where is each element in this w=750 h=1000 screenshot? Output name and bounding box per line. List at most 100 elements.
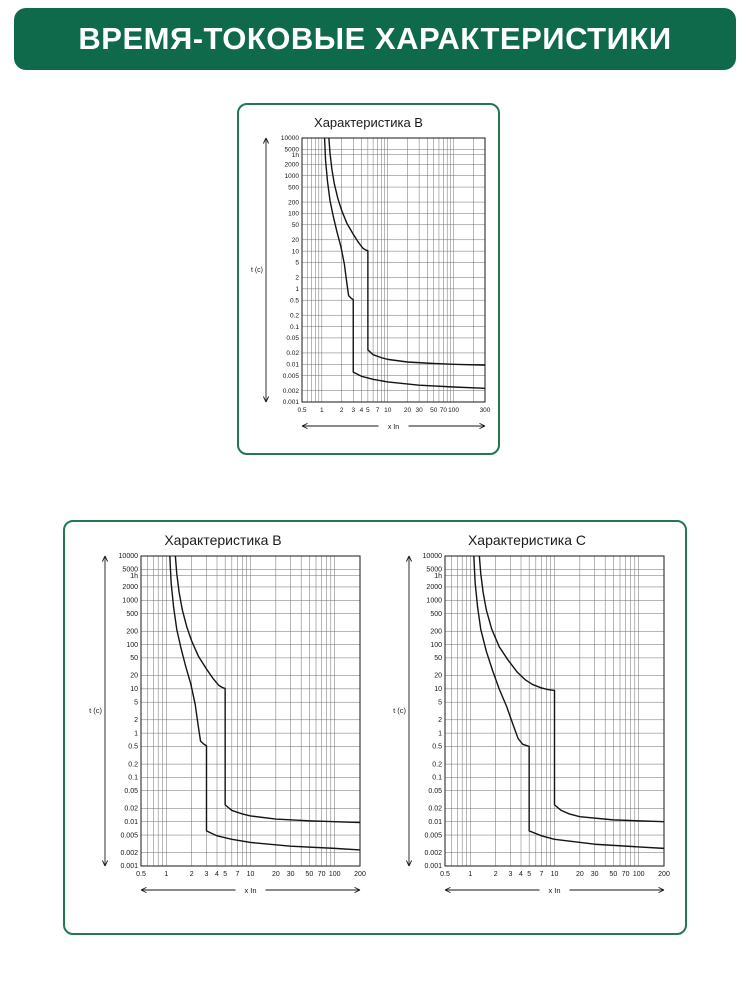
svg-text:2000: 2000: [426, 584, 442, 591]
svg-text:2000: 2000: [284, 162, 299, 169]
svg-text:3: 3: [351, 407, 355, 414]
svg-text:1000: 1000: [122, 597, 138, 604]
svg-text:10000: 10000: [423, 553, 443, 560]
svg-text:200: 200: [288, 199, 299, 206]
svg-text:200: 200: [354, 871, 366, 878]
svg-text:500: 500: [126, 611, 138, 618]
svg-text:200: 200: [430, 628, 442, 635]
svg-text:10: 10: [291, 248, 299, 255]
svg-text:30: 30: [591, 871, 599, 878]
chart-title-b-single: Характеристика В: [314, 115, 423, 130]
svg-text:x In: x In: [244, 886, 256, 895]
svg-text:0.1: 0.1: [289, 324, 298, 331]
svg-text:30: 30: [415, 407, 423, 414]
svg-text:50: 50: [609, 871, 617, 878]
page-header: ВРЕМЯ-ТОКОВЫЕ ХАРАКТЕРИСТИКИ: [14, 8, 736, 70]
svg-text:3: 3: [509, 871, 513, 878]
svg-text:7: 7: [540, 871, 544, 878]
svg-text:7: 7: [236, 871, 240, 878]
svg-text:30: 30: [287, 871, 295, 878]
chart-block-b: Характеристика В 10000 5000 1h 2000 1000 500 2…: [77, 522, 369, 933]
svg-text:0.005: 0.005: [120, 832, 138, 839]
svg-text:70: 70: [622, 871, 630, 878]
svg-text:20: 20: [403, 407, 411, 414]
svg-text:5: 5: [134, 699, 138, 706]
svg-text:t (c): t (c): [393, 706, 406, 715]
svg-text:50: 50: [434, 655, 442, 662]
svg-text:2: 2: [295, 275, 299, 282]
page-title: ВРЕМЯ-ТОКОВЫЕ ХАРАКТЕРИСТИКИ: [78, 21, 672, 56]
svg-text:3: 3: [205, 871, 209, 878]
svg-text:t (c): t (c): [89, 706, 102, 715]
svg-text:0.02: 0.02: [124, 806, 138, 813]
svg-text:1: 1: [295, 286, 299, 293]
svg-text:0.2: 0.2: [128, 761, 138, 768]
svg-text:1h: 1h: [291, 152, 299, 159]
svg-text:2: 2: [494, 871, 498, 878]
svg-text:0.02: 0.02: [428, 806, 442, 813]
svg-text:0.05: 0.05: [124, 788, 138, 795]
svg-text:0.02: 0.02: [286, 350, 299, 357]
svg-text:200: 200: [126, 628, 138, 635]
svg-text:20: 20: [272, 871, 280, 878]
svg-text:100: 100: [126, 642, 138, 649]
chart-plot-b-single: 10000 5000 1h 2000 1000 500 200 100 50 20 10 5 2 1 0.5…: [244, 132, 494, 450]
svg-text:0.2: 0.2: [432, 761, 442, 768]
svg-text:200: 200: [658, 871, 670, 878]
svg-text:x In: x In: [387, 424, 398, 431]
svg-text:10000: 10000: [119, 553, 139, 560]
svg-text:0.5: 0.5: [297, 407, 306, 414]
svg-text:0.1: 0.1: [128, 775, 138, 782]
svg-text:1: 1: [164, 871, 168, 878]
svg-text:5: 5: [438, 699, 442, 706]
svg-text:20: 20: [576, 871, 584, 878]
svg-text:5: 5: [527, 871, 531, 878]
svg-text:300: 300: [479, 407, 490, 414]
svg-text:0.05: 0.05: [428, 788, 442, 795]
svg-text:0.005: 0.005: [424, 832, 442, 839]
svg-text:20: 20: [434, 673, 442, 680]
chart-block-b-single: Характеристика В 10000 5000 1h 2000 1000 500 2…: [244, 105, 494, 453]
svg-text:10: 10: [384, 407, 392, 414]
svg-text:100: 100: [448, 407, 459, 414]
double-chart-card: Характеристика В 10000 5000 1h 2000 1000 500 2…: [63, 520, 687, 935]
svg-text:1000: 1000: [426, 597, 442, 604]
svg-text:20: 20: [291, 237, 299, 244]
svg-text:0.5: 0.5: [432, 744, 442, 751]
svg-text:0.5: 0.5: [128, 744, 138, 751]
svg-text:0.5: 0.5: [289, 297, 298, 304]
svg-text:500: 500: [288, 184, 299, 191]
chart-plot-c: 10000 5000 1h 2000 1000 500 200 100 50 20 10 5 2 1 0.5…: [381, 550, 673, 914]
svg-text:2: 2: [438, 717, 442, 724]
svg-text:0.1: 0.1: [432, 775, 442, 782]
svg-text:50: 50: [430, 407, 438, 414]
svg-text:5: 5: [295, 260, 299, 267]
svg-text:10000: 10000: [280, 135, 298, 142]
svg-text:70: 70: [318, 871, 326, 878]
svg-text:5: 5: [366, 407, 370, 414]
svg-text:0.5: 0.5: [136, 871, 146, 878]
svg-text:0.002: 0.002: [424, 850, 442, 857]
svg-text:5000: 5000: [426, 567, 442, 574]
svg-text:10: 10: [551, 871, 559, 878]
svg-text:100: 100: [633, 871, 645, 878]
svg-text:20: 20: [130, 673, 138, 680]
svg-text:0.001: 0.001: [120, 863, 138, 870]
svg-text:0.05: 0.05: [286, 335, 299, 342]
svg-text:2: 2: [134, 717, 138, 724]
svg-text:7: 7: [375, 407, 379, 414]
svg-text:0.002: 0.002: [282, 388, 299, 395]
svg-text:100: 100: [329, 871, 341, 878]
svg-text:t (c): t (c): [250, 267, 262, 274]
svg-text:2: 2: [339, 407, 343, 414]
svg-text:0.002: 0.002: [120, 850, 138, 857]
svg-text:1: 1: [468, 871, 472, 878]
svg-text:10: 10: [247, 871, 255, 878]
svg-text:50: 50: [305, 871, 313, 878]
svg-text:1: 1: [438, 730, 442, 737]
svg-text:1000: 1000: [284, 173, 299, 180]
svg-text:0.001: 0.001: [424, 863, 442, 870]
